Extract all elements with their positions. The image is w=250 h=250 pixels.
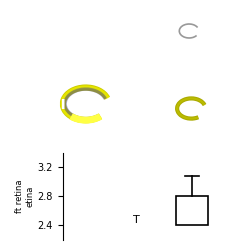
Text: T: T: [133, 215, 140, 225]
Text: CTRL: CTRL: [39, 24, 78, 38]
Bar: [176, 196, 208, 226]
Y-axis label: ft retina
etina: ft retina etina: [15, 180, 34, 213]
Text: ROI: ROI: [39, 98, 67, 112]
